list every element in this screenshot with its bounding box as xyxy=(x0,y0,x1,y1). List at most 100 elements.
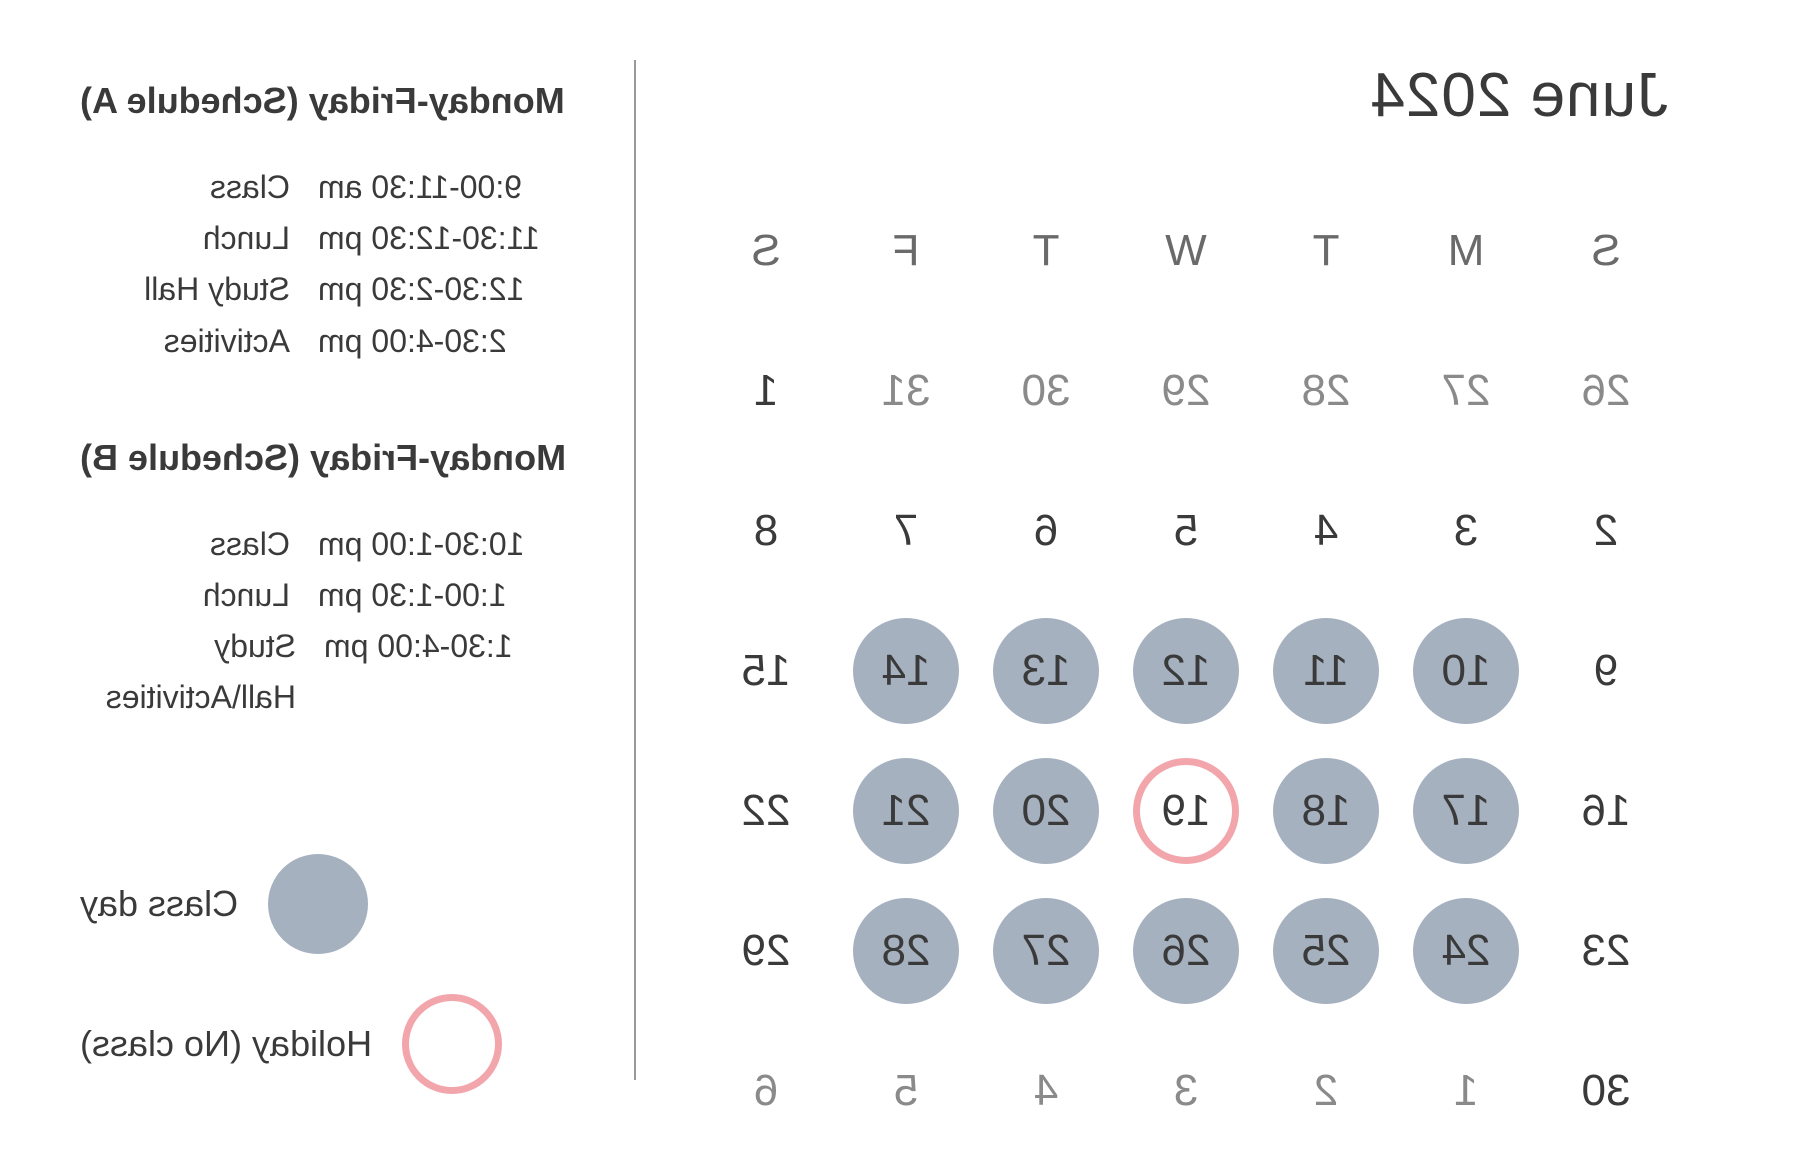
calendar-day: 16 xyxy=(1536,741,1676,881)
calendar-day: 15 xyxy=(696,601,836,741)
day-number: 5 xyxy=(894,1066,918,1116)
calendar-day: 14 xyxy=(836,601,976,741)
day-number: 20 xyxy=(1022,786,1071,836)
weekday-header: T xyxy=(976,181,1116,321)
schedule-row: 2:30-4:00 pmActivities xyxy=(80,316,584,367)
schedule-time: 11:30-12:30 pm xyxy=(318,213,578,264)
calendar-day: 4 xyxy=(976,1021,1116,1161)
day-number: 19 xyxy=(1162,786,1211,836)
calendar-day: 31 xyxy=(836,321,976,461)
calendar-day: 7 xyxy=(836,461,976,601)
day-number: 3 xyxy=(1454,506,1478,556)
calendar-day: 17 xyxy=(1396,741,1536,881)
schedule-row: 10:30-1:00 pmClass xyxy=(80,519,584,570)
schedule-heading: Monday-Friday (Schedule A) xyxy=(80,80,584,122)
schedule-panel: Monday-Friday (Schedule A) 9:00-11:30 am C… xyxy=(40,60,624,1119)
day-number: 13 xyxy=(1022,646,1071,696)
holiday-swatch-icon xyxy=(402,994,502,1094)
calendar-day: 27 xyxy=(976,881,1116,1021)
calendar-day: 4 xyxy=(1256,461,1396,601)
schedule-time: 1:30-4:00 pm xyxy=(324,621,584,723)
calendar-day: 28 xyxy=(1256,321,1396,461)
day-number: 21 xyxy=(882,786,931,836)
schedule-label: Lunch xyxy=(80,213,290,264)
calendar-day: 13 xyxy=(976,601,1116,741)
vertical-divider xyxy=(634,60,636,1080)
calendar-day: 1 xyxy=(696,321,836,461)
legend-class-day: Class day xyxy=(80,854,584,954)
calendar-day: 1 xyxy=(1396,1021,1536,1161)
day-number: 26 xyxy=(1582,366,1631,416)
schedule-time: 9:00-11:30 am xyxy=(318,162,578,213)
calendar-day: 26 xyxy=(1536,321,1676,461)
calendar-day: 23 xyxy=(1536,881,1676,1021)
schedule-label: Class xyxy=(80,162,290,213)
calendar-day: 5 xyxy=(836,1021,976,1161)
day-number: 30 xyxy=(1582,1066,1631,1116)
day-number: 29 xyxy=(742,926,791,976)
schedule-row: 11:30-12:30 pm Lunch xyxy=(80,213,584,264)
calendar-day: 30 xyxy=(976,321,1116,461)
day-number: 26 xyxy=(1162,926,1211,976)
calendar-title: June 2024 xyxy=(676,60,1676,131)
day-number: 5 xyxy=(1174,506,1198,556)
day-number: 6 xyxy=(754,1066,778,1116)
schedule-label: Study Hall\Activities xyxy=(80,621,296,723)
schedule-block: Monday-Friday (Schedule B) 10:30-1:00 pmC… xyxy=(80,437,584,724)
day-number: 11 xyxy=(1303,646,1349,696)
day-number: 24 xyxy=(1442,926,1491,976)
calendar-day: 27 xyxy=(1396,321,1536,461)
weekday-header: S xyxy=(696,181,836,321)
schedule-time: 1:00-1:30 pm xyxy=(318,570,578,621)
schedule-time: 12:30-2:30 pm xyxy=(318,264,578,315)
weekday-header: W xyxy=(1116,181,1256,321)
day-number: 8 xyxy=(754,506,778,556)
day-number: 4 xyxy=(1034,1066,1058,1116)
schedule-time: 2:30-4:00 pm xyxy=(318,316,578,367)
schedule-label: Lunch xyxy=(80,570,290,621)
calendar-grid: SMTWTFS262728293031123456789101112131415… xyxy=(676,181,1676,1161)
calendar-day: 24 xyxy=(1396,881,1536,1021)
day-number: 12 xyxy=(1162,646,1211,696)
day-number: 1 xyxy=(1454,1066,1478,1116)
day-number: 29 xyxy=(1162,366,1211,416)
calendar-day: 21 xyxy=(836,741,976,881)
calendar-day: 20 xyxy=(976,741,1116,881)
legend-holiday-label: Holiday (No class) xyxy=(80,1023,372,1065)
calendar-day: 6 xyxy=(976,461,1116,601)
day-number: 10 xyxy=(1442,646,1491,696)
calendar-day: 19 xyxy=(1116,741,1256,881)
day-number: 9 xyxy=(1594,646,1618,696)
calendar-day: 28 xyxy=(836,881,976,1021)
day-number: 16 xyxy=(1582,786,1631,836)
legend-holiday: Holiday (No class) xyxy=(80,994,584,1094)
calendar-day: 5 xyxy=(1116,461,1256,601)
calendar-day: 12 xyxy=(1116,601,1256,741)
day-number: 2 xyxy=(1314,1066,1338,1116)
day-number: 2 xyxy=(1594,506,1618,556)
day-number: 14 xyxy=(882,646,931,696)
calendar-day: 8 xyxy=(696,461,836,601)
calendar-panel: June 2024 SMTWTFS26272829303112345678910… xyxy=(646,60,1756,1119)
day-number: 27 xyxy=(1442,366,1491,416)
calendar-day: 29 xyxy=(1116,321,1256,461)
schedule-heading: Monday-Friday (Schedule B) xyxy=(80,437,584,479)
calendar-day: 6 xyxy=(696,1021,836,1161)
weekday-header: T xyxy=(1256,181,1396,321)
calendar-day: 22 xyxy=(696,741,836,881)
day-number: 28 xyxy=(882,926,931,976)
schedule-row: 9:00-11:30 am Class xyxy=(80,162,584,213)
calendar-day: 25 xyxy=(1256,881,1396,1021)
calendar-day: 9 xyxy=(1536,601,1676,741)
day-number: 23 xyxy=(1582,926,1631,976)
schedule-row: 12:30-2:30 pm Study Hall xyxy=(80,264,584,315)
calendar-day: 2 xyxy=(1256,1021,1396,1161)
day-number: 4 xyxy=(1314,506,1338,556)
calendar-day: 2 xyxy=(1536,461,1676,601)
schedule-container: Monday-Friday (Schedule A) 9:00-11:30 am C… xyxy=(80,80,584,794)
schedule-label: Study Hall xyxy=(80,264,290,315)
calendar-day: 11 xyxy=(1256,601,1396,741)
day-number: 1 xyxy=(754,366,778,416)
weekday-header: F xyxy=(836,181,976,321)
schedule-row: 1:30-4:00 pm Study Hall\Activities xyxy=(80,621,584,723)
